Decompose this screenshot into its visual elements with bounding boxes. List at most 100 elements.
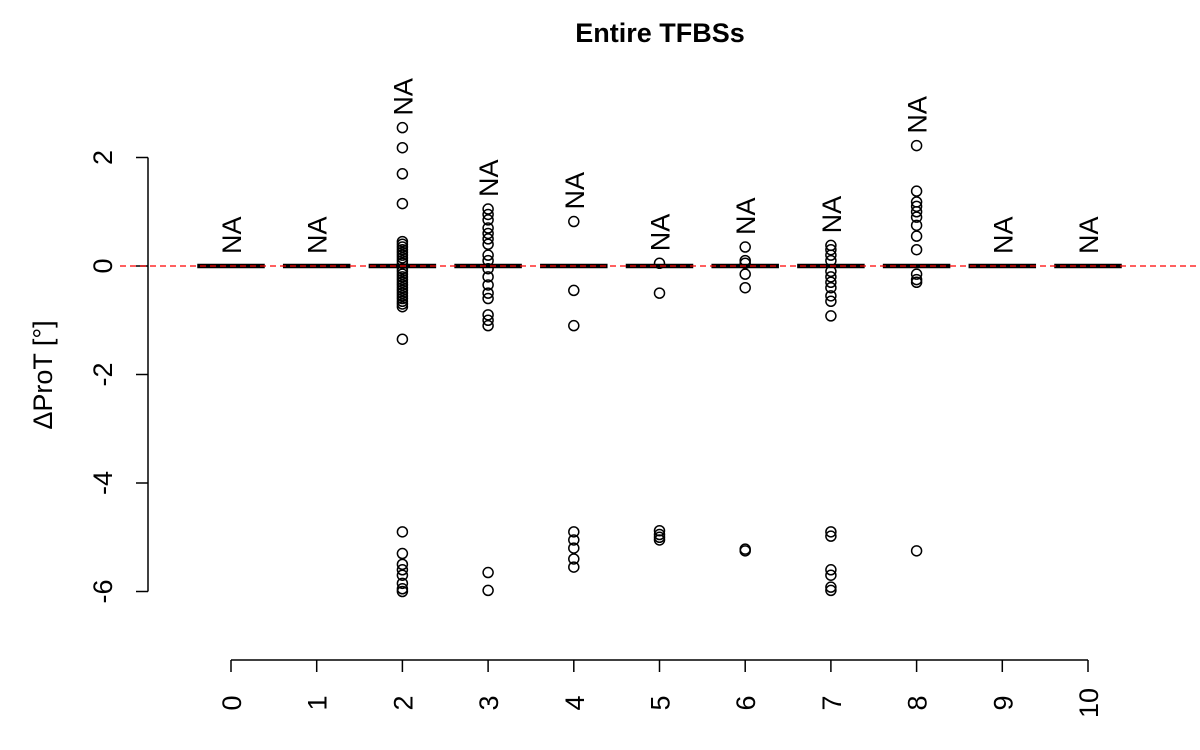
outlier-point [482,314,494,326]
outlier-point [825,526,837,538]
outlier-point [396,197,409,210]
na-label: NA [474,160,504,198]
outlier-point [739,268,751,280]
outlier-point [482,287,494,299]
outlier-point [568,526,580,538]
outlier-point [910,268,923,280]
na-label: NA [646,214,676,252]
outlier-point [482,262,494,275]
outlier-point [396,577,409,590]
outlier-point [568,542,580,554]
outlier-point [910,243,923,256]
outlier-point [653,524,666,537]
x-tick-label: 8 [903,695,933,710]
na-label: NA [388,78,418,116]
outlier-point [653,287,666,299]
na-label: NA [731,197,761,235]
na-label: NA [560,172,590,210]
outlier-point [482,222,494,234]
outlier-point [825,290,837,302]
x-tick-label: 6 [731,695,761,710]
x-tick-label: 3 [474,695,504,710]
outlier-point [825,271,837,283]
outlier-point [396,558,409,571]
outlier-point [568,561,580,573]
y-tick-label: -4 [88,471,118,495]
outlier-point [396,569,409,581]
na-label: NA [217,216,247,254]
x-tick-label: 5 [646,695,676,710]
x-tick-label: 4 [560,695,590,710]
outlier-point [482,208,494,221]
outlier-point [825,276,837,289]
outlier-point [825,530,837,542]
outlier-point [482,249,494,261]
outlier-point [910,200,923,213]
x-tick-label: 2 [388,695,418,710]
outlier-point [910,139,923,152]
outlier-point [396,547,409,560]
outlier-point [825,281,837,294]
outlier-point [568,319,580,332]
outlier-point [482,214,494,226]
outlier-point [396,585,409,598]
x-tick-label: 0 [217,695,247,710]
outlier-point [482,319,494,332]
outlier-point [482,254,494,267]
outlier-point [910,185,923,197]
outlier-point [825,295,837,308]
outlier-point [482,238,494,251]
y-tick-label: -2 [88,362,118,386]
outlier-point [739,241,751,253]
outlier-point [825,310,837,322]
x-tick-label: 10 [1074,688,1104,718]
outlier-point [910,211,923,223]
outlier-point [910,545,923,557]
outlier-point [910,276,923,289]
outlier-point [482,203,494,215]
na-label: NA [1074,216,1104,254]
na-label: NA [303,216,333,254]
na-label: NA [903,96,933,134]
outlier-point [568,553,580,565]
x-tick-label: 1 [303,695,333,710]
outlier-point [910,230,923,242]
outlier-point [825,249,837,261]
outlier-point [396,121,409,134]
outlier-point [653,534,666,546]
outlier-point [482,566,494,579]
y-tick-label: 0 [88,258,118,273]
outlier-point [568,284,580,297]
outlier-point [825,564,837,576]
outlier-point [825,569,837,581]
x-tick-label: 9 [988,695,1018,710]
outlier-point [568,534,580,546]
outlier-point [825,584,837,597]
outlier-point [482,292,494,305]
outlier-point [568,215,580,228]
outlier-point [396,333,409,345]
outlier-point [396,564,409,576]
outlier-point [482,233,494,245]
outlier-point [910,206,923,218]
na-label: NA [988,216,1018,254]
outlier-point [482,584,494,597]
outlier-point [825,243,837,256]
outlier-point [396,526,409,538]
outlier-point [396,300,409,313]
outlier-point [739,257,751,270]
y-tick-label: -6 [88,579,118,603]
outlier-point [653,257,666,270]
y-axis-label: ΔProT [°] [28,320,58,429]
outlier-point [482,271,494,283]
outlier-point [396,141,409,154]
outlier-point [739,281,751,294]
outlier-point [482,279,494,291]
x-tick-label: 7 [817,695,847,710]
chart-title: Entire TFBSs [575,18,745,48]
outlier-point [739,545,751,557]
y-tick-label: 2 [88,150,118,165]
outlier-point [396,257,409,270]
outlier-point [396,168,409,180]
